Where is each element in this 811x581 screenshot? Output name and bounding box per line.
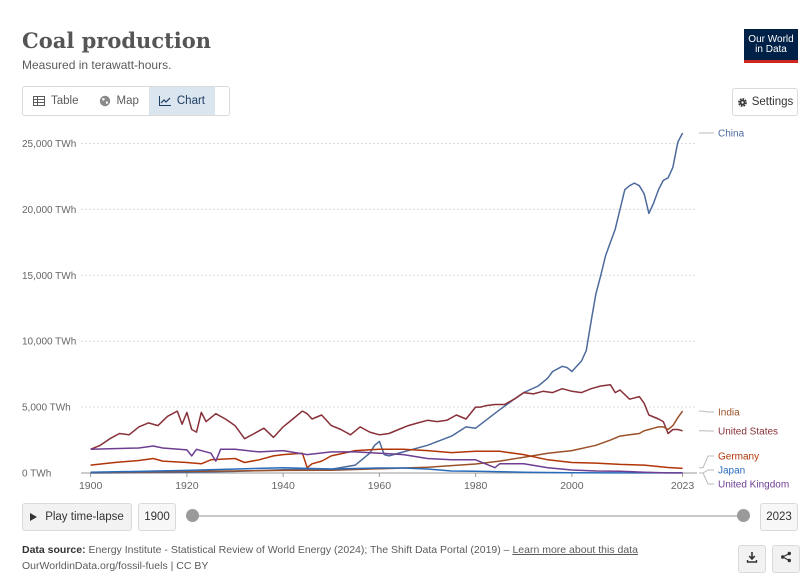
- owid-logo[interactable]: Our World in Data: [744, 29, 798, 63]
- share-button[interactable]: [772, 545, 800, 573]
- series-label-india: India: [718, 408, 740, 419]
- x-tick-label: 1900: [79, 480, 103, 492]
- tab-table[interactable]: Table: [23, 87, 89, 115]
- settings-button[interactable]: Settings: [732, 88, 798, 116]
- tab-map[interactable]: Map: [89, 87, 149, 115]
- x-tick-label: 2000: [560, 480, 584, 492]
- series-line-united-states: [90, 383, 683, 450]
- series-label-united-states: United States: [718, 427, 778, 438]
- globe-icon: [99, 95, 111, 107]
- timeline-slider-track[interactable]: [193, 515, 743, 517]
- url-license-line: OurWorldinData.org/fossil-fuels | CC BY: [22, 560, 209, 572]
- timeline-end-handle[interactable]: [737, 509, 750, 522]
- series-line-japan: [90, 466, 683, 474]
- start-year-box[interactable]: 1900: [138, 503, 176, 531]
- line-chart[interactable]: 0 TWh 5,000 TWh 10,000 TWh 15,000 TWh 20,000…: [0, 120, 811, 495]
- tab-chart[interactable]: Chart: [148, 87, 215, 115]
- logo-line-1: Our World: [748, 33, 794, 45]
- download-icon: [746, 550, 758, 568]
- chart-title: Coal production: [22, 28, 212, 53]
- x-tick-label: 1920: [175, 480, 199, 492]
- tab-map-label: Map: [116, 95, 139, 107]
- line-chart-icon: [158, 96, 171, 106]
- series-label-japan: Japan: [718, 466, 745, 477]
- y-tick-label: 5,000 TWh: [22, 403, 71, 414]
- timeline-start-handle[interactable]: [186, 509, 199, 522]
- play-icon: [30, 513, 38, 521]
- y-tick-label: 15,000 TWh: [22, 271, 76, 282]
- x-tick-label: 2023: [671, 480, 695, 492]
- x-tick-label: 1960: [368, 480, 392, 492]
- leader-line-germany: [699, 455, 714, 469]
- download-button[interactable]: [738, 545, 766, 573]
- tab-chart-label: Chart: [176, 95, 205, 107]
- series-label-united-kingdom: United Kingdom: [718, 480, 789, 491]
- source-prefix: Data source:: [22, 544, 86, 556]
- y-tick-label: 10,000 TWh: [22, 337, 76, 348]
- end-year-box[interactable]: 2023: [760, 503, 798, 531]
- logo-line-2: in Data: [755, 43, 787, 55]
- play-timelapse-label: Play time-lapse: [45, 511, 124, 523]
- series-line-china: [90, 132, 684, 474]
- y-tick-label: 20,000 TWh: [22, 205, 76, 216]
- x-tick-label: 1980: [464, 480, 488, 492]
- series-label-china: China: [718, 129, 745, 140]
- chart-subtitle: Measured in terawatt-hours.: [22, 58, 172, 72]
- share-icon: [780, 550, 792, 568]
- x-tick-label: 1940: [271, 480, 295, 492]
- learn-more-link[interactable]: Learn more about this data: [512, 544, 638, 556]
- view-tabs: Table Map Chart: [22, 86, 230, 116]
- play-timelapse-button[interactable]: Play time-lapse: [22, 503, 132, 531]
- series-line-united-kingdom: [90, 445, 683, 474]
- data-source-line: Data source: Energy Institute - Statisti…: [22, 544, 638, 556]
- source-text: Energy Institute - Statistical Review of…: [88, 544, 510, 556]
- leader-line-india: [699, 410, 714, 413]
- y-tick-label: 0 TWh: [22, 469, 51, 480]
- settings-label: Settings: [751, 96, 794, 108]
- gear-icon: [737, 97, 748, 108]
- tab-table-label: Table: [51, 95, 79, 107]
- series-label-germany: Germany: [718, 452, 759, 463]
- leader-line-united-kingdom: [699, 472, 714, 485]
- table-icon: [33, 96, 45, 106]
- series-line-germany: [90, 448, 683, 470]
- y-tick-label: 25,000 TWh: [22, 139, 76, 150]
